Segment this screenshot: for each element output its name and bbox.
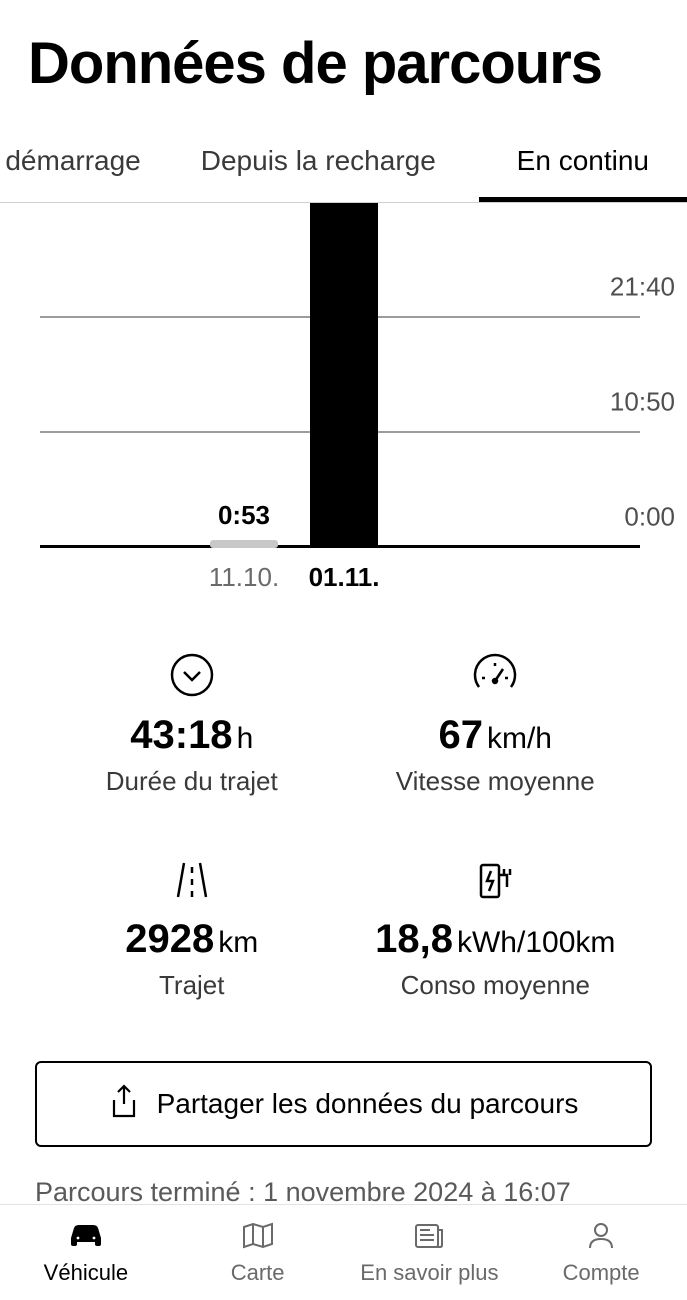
stat-value-number: 18,8 [375, 917, 453, 961]
tab-continuous[interactable]: En continu [479, 127, 687, 202]
person-icon [582, 1220, 620, 1256]
stat-value-number: 67 [438, 713, 483, 757]
bottom-nav: Véhicule Carte En savoir plus Compt [0, 1204, 687, 1300]
stat-label: Vitesse moyenne [396, 766, 595, 797]
stat-duration: 43:18h Durée du trajet [40, 653, 344, 797]
stat-value-number: 43:18 [130, 713, 232, 757]
stat-value: 67km/h [438, 713, 552, 758]
stat-value-unit: h [237, 722, 254, 755]
nav-label: Compte [563, 1260, 640, 1286]
stats-grid: 43:18h Durée du trajet 67km/h Vitesse mo… [0, 593, 687, 1041]
nav-account[interactable]: Compte [515, 1205, 687, 1300]
share-button-label: Partager les données du parcours [157, 1088, 579, 1120]
chart-ylabel: 10:50 [610, 387, 675, 418]
nav-more[interactable]: En savoir plus [344, 1205, 516, 1300]
chart-xlabel: 11.10. [209, 562, 279, 593]
clock-chevron-icon [170, 653, 214, 697]
road-icon [170, 857, 214, 901]
stat-label: Conso moyenne [401, 970, 590, 1001]
share-icon [109, 1084, 139, 1125]
chart-bar-marker[interactable] [210, 540, 278, 548]
tabs-bar: e démarrage Depuis la recharge En contin… [0, 127, 687, 203]
stat-label: Trajet [159, 970, 225, 1001]
page-title: Données de parcours [0, 0, 687, 127]
chart-bar[interactable] [310, 203, 378, 548]
nav-label: Carte [231, 1260, 285, 1286]
charging-station-icon [473, 857, 517, 901]
stat-value: 2928km [125, 917, 258, 962]
chart-bar-value: 0:53 [218, 500, 270, 531]
chart-ylabel: 0:00 [624, 502, 675, 533]
stat-label: Durée du trajet [106, 766, 278, 797]
chart-xlabel: 01.11. [309, 562, 380, 593]
chart-ylabel: 21:40 [610, 272, 675, 303]
car-icon [67, 1220, 105, 1256]
news-icon [410, 1220, 448, 1256]
stat-consumption: 18,8kWh/100km Conso moyenne [344, 857, 648, 1001]
speedometer-icon [473, 653, 517, 697]
stat-value-unit: kWh/100km [457, 926, 615, 959]
map-icon [239, 1220, 277, 1256]
tab-since-charge[interactable]: Depuis la recharge [171, 127, 466, 202]
nav-label: En savoir plus [360, 1260, 498, 1286]
stat-value: 18,8kWh/100km [375, 917, 615, 962]
nav-label: Véhicule [44, 1260, 128, 1286]
stat-value-number: 2928 [125, 917, 214, 961]
tab-since-start[interactable]: e démarrage [0, 127, 171, 202]
stat-value-unit: km/h [487, 722, 552, 755]
trip-duration-chart: 0:00 10:50 21:40 0:53 11.10. 01.11. [0, 203, 687, 593]
nav-vehicle[interactable]: Véhicule [0, 1205, 172, 1300]
stat-avg-speed: 67km/h Vitesse moyenne [344, 653, 648, 797]
nav-map[interactable]: Carte [172, 1205, 344, 1300]
stat-value: 43:18h [130, 713, 253, 758]
share-button[interactable]: Partager les données du parcours [35, 1061, 652, 1147]
stat-distance: 2928km Trajet [40, 857, 344, 1001]
stat-value-unit: km [218, 926, 258, 959]
